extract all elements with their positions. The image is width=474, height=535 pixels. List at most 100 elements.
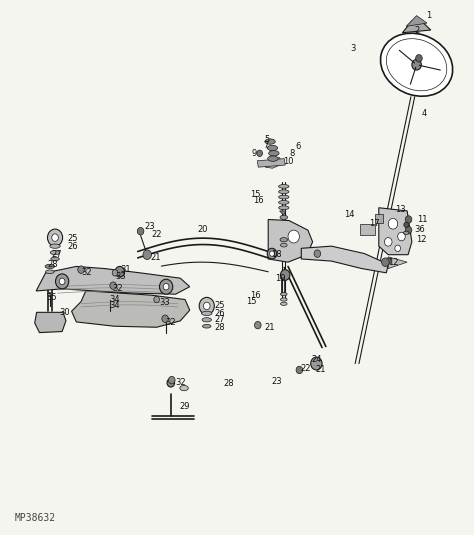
Text: 22: 22 <box>151 230 162 239</box>
Circle shape <box>168 376 175 384</box>
Circle shape <box>405 216 412 223</box>
Circle shape <box>199 297 214 315</box>
Circle shape <box>154 296 159 303</box>
Polygon shape <box>388 257 407 269</box>
Ellipse shape <box>279 201 289 204</box>
Circle shape <box>167 378 174 387</box>
Text: 32: 32 <box>112 284 123 293</box>
Text: 33: 33 <box>115 272 126 280</box>
Ellipse shape <box>51 257 59 261</box>
Ellipse shape <box>381 33 453 96</box>
Circle shape <box>311 357 322 370</box>
Text: 2: 2 <box>415 26 420 35</box>
Ellipse shape <box>280 215 288 219</box>
Text: 7: 7 <box>264 141 269 150</box>
Circle shape <box>395 245 401 251</box>
Circle shape <box>405 226 412 234</box>
Ellipse shape <box>281 293 287 296</box>
Text: 32: 32 <box>175 378 186 387</box>
Ellipse shape <box>280 238 288 242</box>
Text: 21: 21 <box>315 365 326 374</box>
Text: MP38632: MP38632 <box>15 513 56 523</box>
Polygon shape <box>301 246 388 273</box>
Text: 36: 36 <box>415 225 426 234</box>
Text: 15: 15 <box>246 297 257 306</box>
Text: 5: 5 <box>264 135 270 144</box>
Ellipse shape <box>180 385 188 391</box>
Text: 25: 25 <box>68 234 78 243</box>
Text: 34: 34 <box>109 295 120 304</box>
Ellipse shape <box>46 270 54 273</box>
Polygon shape <box>379 208 412 255</box>
Circle shape <box>281 270 290 280</box>
Circle shape <box>288 230 300 243</box>
Circle shape <box>267 248 277 259</box>
Circle shape <box>112 270 118 276</box>
Text: 27: 27 <box>214 315 225 324</box>
Polygon shape <box>35 312 66 333</box>
Ellipse shape <box>279 195 289 199</box>
Text: 23: 23 <box>272 377 282 386</box>
Text: 24: 24 <box>312 355 322 364</box>
Circle shape <box>416 55 422 62</box>
Text: 31: 31 <box>121 265 131 274</box>
Text: 8: 8 <box>289 149 294 158</box>
Text: 26: 26 <box>214 309 225 318</box>
Text: 32: 32 <box>165 318 176 327</box>
Circle shape <box>384 238 392 246</box>
Ellipse shape <box>279 206 289 210</box>
Ellipse shape <box>50 244 60 248</box>
Circle shape <box>59 278 65 285</box>
Text: 11: 11 <box>418 215 428 224</box>
Text: 25: 25 <box>214 301 225 310</box>
Circle shape <box>163 284 169 290</box>
Circle shape <box>137 227 144 235</box>
Ellipse shape <box>202 324 211 328</box>
Circle shape <box>47 229 63 246</box>
Text: 1: 1 <box>426 11 431 20</box>
Text: 15: 15 <box>250 190 260 200</box>
Circle shape <box>55 274 69 289</box>
Text: 23: 23 <box>144 223 155 232</box>
Text: 21: 21 <box>264 323 274 332</box>
Circle shape <box>203 302 210 310</box>
Ellipse shape <box>267 146 278 151</box>
Text: 21: 21 <box>150 254 161 262</box>
Text: 18: 18 <box>271 250 282 259</box>
Circle shape <box>398 232 405 241</box>
Circle shape <box>255 322 261 329</box>
Text: 27: 27 <box>52 250 63 259</box>
Circle shape <box>257 150 263 157</box>
Ellipse shape <box>281 243 287 247</box>
Text: 32: 32 <box>81 269 91 277</box>
Text: 10: 10 <box>283 157 294 166</box>
Circle shape <box>404 222 409 227</box>
Polygon shape <box>406 16 427 26</box>
Text: 33: 33 <box>159 298 170 307</box>
Polygon shape <box>268 219 313 262</box>
Polygon shape <box>375 214 383 223</box>
Circle shape <box>162 315 168 323</box>
Circle shape <box>110 282 117 289</box>
Text: 20: 20 <box>197 225 208 234</box>
Ellipse shape <box>47 293 52 296</box>
Polygon shape <box>265 158 283 168</box>
Circle shape <box>412 59 421 70</box>
Ellipse shape <box>279 190 289 194</box>
Circle shape <box>382 258 389 266</box>
Text: 12: 12 <box>388 258 399 266</box>
Circle shape <box>388 218 398 229</box>
Ellipse shape <box>45 264 55 269</box>
Text: 30: 30 <box>59 308 70 317</box>
Ellipse shape <box>265 139 275 144</box>
Polygon shape <box>72 291 190 327</box>
Circle shape <box>385 258 391 264</box>
Ellipse shape <box>386 39 447 91</box>
Text: 17: 17 <box>369 219 380 228</box>
Circle shape <box>78 266 84 273</box>
Text: 16: 16 <box>250 291 261 300</box>
Text: 3: 3 <box>350 44 356 53</box>
Text: 28: 28 <box>47 260 58 269</box>
Text: 28: 28 <box>214 323 225 332</box>
Ellipse shape <box>281 277 287 280</box>
